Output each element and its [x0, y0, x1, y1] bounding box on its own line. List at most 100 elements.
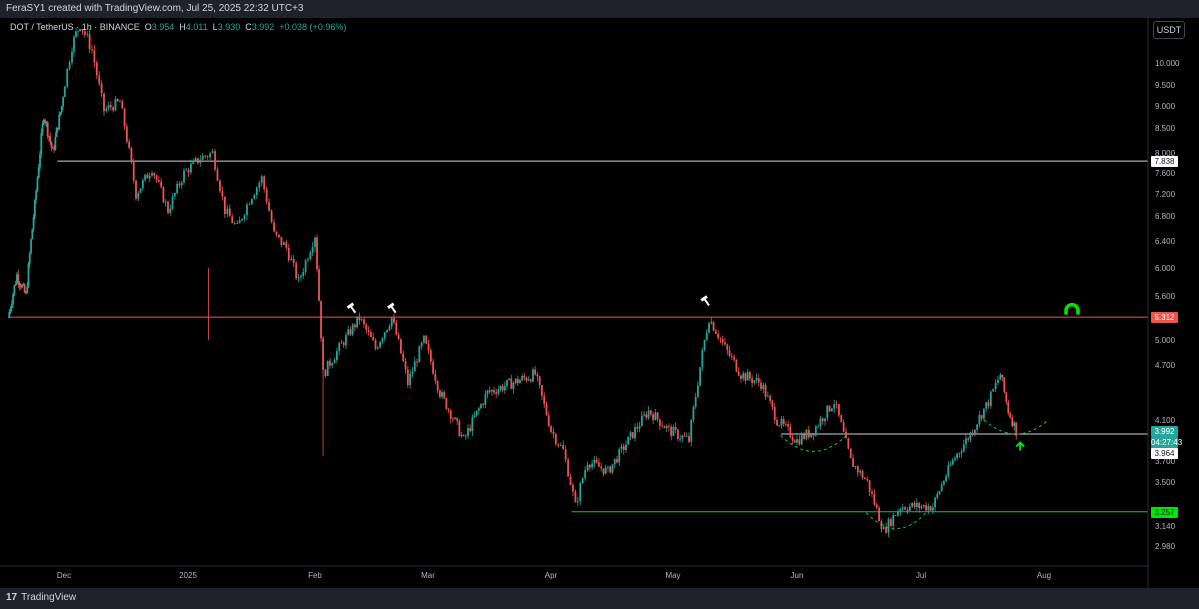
hammer-icon	[346, 302, 357, 314]
candle-body	[600, 466, 603, 469]
candle-body	[48, 135, 50, 137]
candle-body	[22, 284, 25, 286]
candle-body	[236, 223, 239, 225]
currency-button[interactable]: USDT	[1153, 21, 1185, 39]
candle-body	[33, 200, 36, 218]
candle-body	[31, 229, 34, 240]
candle-body	[887, 519, 890, 533]
arrow-head	[1015, 441, 1025, 448]
candle-body	[449, 410, 452, 419]
candle-body	[253, 195, 256, 200]
candle-body	[427, 343, 430, 351]
candle-body	[447, 409, 450, 411]
candle-body	[652, 414, 655, 421]
candle-body	[703, 339, 706, 351]
candle-body	[486, 390, 489, 395]
candle-body	[805, 429, 808, 439]
candle-body	[83, 31, 86, 35]
candle-body	[810, 432, 813, 438]
candle-body	[95, 62, 98, 76]
price-chart[interactable]: 10.000 9.500 9.000 8.500 8.000 7.600 7.200 6.80…	[0, 18, 1199, 588]
candle-body	[320, 300, 322, 339]
chart-legend: DOT / TetherUS · 1h · BINANCE O3.954 H4.…	[10, 22, 346, 32]
candle-body	[927, 506, 930, 511]
candle-body	[363, 319, 365, 325]
candle-body	[255, 187, 258, 196]
candle-body	[209, 153, 212, 158]
chart-area[interactable]	[0, 18, 1199, 588]
candle-body	[999, 374, 1002, 380]
candle-body	[688, 436, 690, 442]
candle-body	[295, 262, 298, 279]
candle-body	[420, 342, 423, 347]
candle-body	[554, 434, 557, 444]
candle-body	[784, 423, 787, 425]
price-axis-bg	[1148, 18, 1199, 588]
y-tick-label: 8.500	[1155, 124, 1176, 133]
candle-body	[508, 378, 511, 381]
candle-body	[14, 284, 17, 286]
candle-body	[46, 122, 49, 136]
candle-body	[875, 504, 878, 508]
hammer-handle	[349, 305, 357, 314]
candle-body	[973, 429, 976, 435]
candle-body	[316, 237, 318, 270]
symbol-label: DOT / TetherUS · 1h · BINANCE	[10, 22, 140, 32]
x-tick-label: Apr	[545, 571, 558, 580]
tradingview-logo[interactable]: 17 TradingView	[6, 592, 76, 603]
candle-body	[23, 284, 26, 293]
candle-body	[864, 478, 866, 480]
candle-body	[197, 158, 199, 163]
candle-body	[300, 275, 302, 278]
y-tick-label: 3.140	[1155, 522, 1176, 531]
candle-body	[901, 507, 904, 510]
candle-body	[62, 97, 65, 107]
candle-body	[372, 337, 375, 341]
candle-body	[201, 155, 204, 160]
candle-body	[943, 480, 945, 485]
candle-body	[819, 418, 822, 427]
candle-body	[425, 335, 428, 344]
candle-body	[39, 154, 41, 168]
candle-body	[390, 317, 393, 327]
candle-body	[162, 187, 165, 203]
price-tag-white: 7.838	[1151, 156, 1178, 168]
candle-body	[656, 412, 659, 420]
candle-body	[586, 464, 589, 471]
candle-body	[139, 188, 142, 193]
candle-body	[164, 201, 167, 203]
candle-body	[962, 444, 965, 452]
candle-body	[562, 444, 565, 450]
candle-body	[155, 175, 158, 180]
candle-body	[771, 400, 774, 407]
candle-body	[73, 36, 75, 52]
candle-body	[441, 392, 443, 397]
candle-body	[604, 467, 607, 474]
candle-body	[100, 83, 103, 94]
candle-body	[233, 223, 236, 225]
candle-body	[251, 199, 253, 204]
candle-body	[354, 324, 356, 328]
candle-body	[475, 410, 478, 416]
hammer-handle	[703, 298, 710, 306]
candle-body	[451, 418, 454, 420]
candle-body	[379, 341, 382, 348]
candle-body	[137, 192, 140, 199]
candle-body	[936, 493, 939, 498]
candle-body	[712, 321, 715, 331]
candle-body	[593, 459, 596, 464]
candle-body	[311, 247, 314, 253]
candle-body	[109, 105, 112, 108]
candle-body	[523, 376, 526, 378]
candle-body	[49, 136, 52, 143]
candle-body	[59, 112, 62, 116]
candle-body	[386, 329, 388, 333]
candle-body	[79, 29, 81, 31]
y-tick-label: 5.000	[1155, 336, 1176, 345]
close-label: C	[245, 22, 252, 32]
candle-body	[331, 363, 334, 366]
candle-body	[436, 381, 439, 391]
candle-body	[746, 372, 749, 381]
candle-body	[559, 444, 562, 446]
candle-body	[965, 438, 967, 445]
